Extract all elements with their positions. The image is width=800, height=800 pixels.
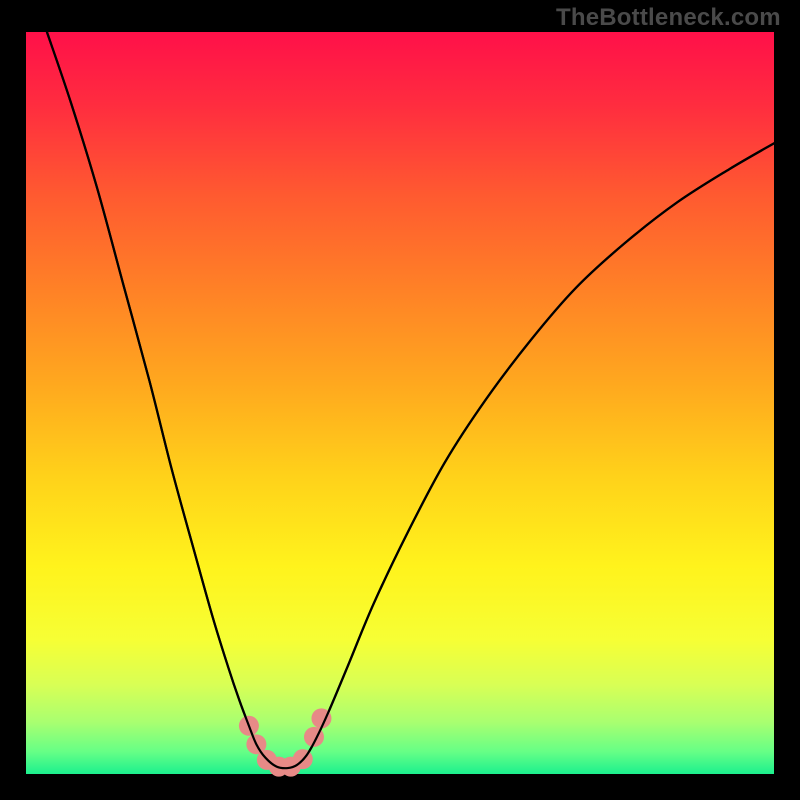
curve-layer bbox=[26, 32, 774, 774]
bottleneck-curve bbox=[47, 32, 774, 768]
chart-outer: TheBottleneck.com bbox=[0, 0, 800, 800]
bottleneck-curve bbox=[47, 32, 774, 768]
plot-area bbox=[26, 32, 774, 774]
watermark-text: TheBottleneck.com bbox=[556, 4, 781, 32]
